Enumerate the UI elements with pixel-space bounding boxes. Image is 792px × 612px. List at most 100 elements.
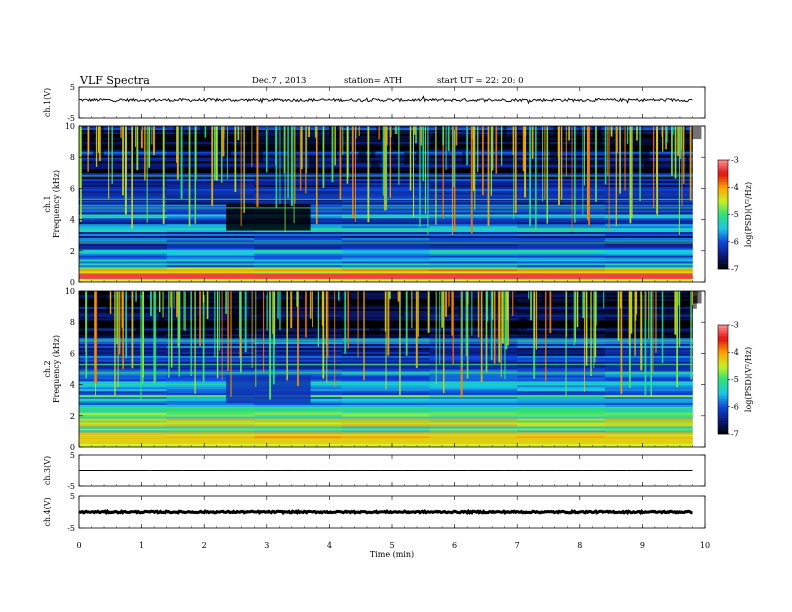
sferic-streak [256, 126, 259, 207]
colorbar-step [718, 198, 728, 202]
sferic-streak [184, 291, 186, 331]
spectrogram-band [604, 129, 693, 133]
spectrogram-band [79, 253, 167, 256]
spectrogram-band [604, 251, 693, 254]
spectrogram-band [517, 430, 606, 433]
spectrogram-band [517, 257, 606, 260]
colorbar-step [718, 431, 728, 435]
spectrogram-band [429, 375, 518, 378]
spectrogram-band [429, 424, 518, 427]
sferic-streak [109, 291, 112, 314]
sferic-streak [558, 126, 560, 206]
sferic-streak [140, 291, 142, 400]
sferic-streak [583, 291, 585, 392]
sferic-streak [162, 291, 164, 318]
spectrogram-band [429, 400, 518, 403]
spectrogram-band [341, 432, 430, 435]
spectrogram-band [341, 424, 430, 427]
spectrogram-band [604, 222, 693, 225]
spectrogram-band [429, 251, 518, 254]
spectrogram-band [166, 214, 255, 217]
sferic-streak [427, 291, 430, 333]
sferic-streak [322, 126, 325, 188]
spectrogram-band [604, 369, 693, 372]
spectrogram-band [79, 432, 167, 435]
spectrogram-band [79, 202, 167, 205]
sferic-streak [678, 126, 680, 235]
spectrogram-band [166, 167, 255, 170]
spectrogram-quiet [230, 306, 240, 320]
spectrogram-band [517, 379, 606, 382]
sferic-streak [665, 126, 667, 150]
spectrogram-band [429, 341, 518, 345]
sferic-streak [226, 126, 228, 180]
tonal-line [79, 175, 693, 177]
spectrogram-band [166, 245, 255, 248]
sferic-streak [399, 291, 401, 396]
spectrogram-band [429, 257, 518, 260]
spectrogram-band [79, 424, 167, 427]
sferic-streak [524, 126, 527, 198]
spectrogram-band [166, 147, 255, 150]
spectrogram-band [166, 424, 255, 427]
spectrogram-dark-block [226, 204, 311, 231]
spectrogram-band [166, 392, 255, 396]
colorbar-step [718, 211, 728, 215]
spectrogram-band [517, 320, 606, 323]
spectrogram-band [429, 373, 518, 376]
spectrogram-band [517, 200, 606, 203]
spectrogram-band [254, 265, 343, 268]
spectrogram-band [517, 392, 606, 396]
spectrogram-quiet [356, 291, 365, 304]
spectrogram-band [604, 225, 693, 229]
spectrogram-band [517, 359, 606, 362]
sferic-streak [616, 126, 618, 153]
sferic-streak [650, 291, 652, 395]
sferic-streak [116, 291, 118, 345]
spectrogram-band [79, 400, 167, 403]
spectrogram-band [341, 243, 430, 246]
spectrogram-band [166, 381, 255, 384]
spectrogram-band [166, 265, 255, 268]
spectrogram-band [166, 261, 255, 264]
spectrogram-band [517, 338, 606, 341]
colorbar-step [718, 417, 728, 421]
sferic-streak [347, 291, 350, 349]
sferic-streak [176, 291, 178, 318]
sferic-streak [244, 291, 247, 353]
sferic-streak [648, 291, 650, 339]
y-tick-label: 2 [70, 247, 75, 256]
spectrogram-band [341, 212, 430, 215]
spectrogram-band [517, 267, 606, 270]
spectrogram-band [79, 224, 167, 227]
tonal-line [79, 340, 693, 342]
spectrogram-band [429, 412, 518, 415]
spectrogram-band [254, 416, 343, 419]
sferic-streak [358, 126, 360, 137]
y-tick-label: 5 [70, 492, 75, 501]
colorbar-step [718, 406, 728, 410]
spectrogram-band [166, 434, 255, 437]
spectrogram-band [341, 404, 430, 407]
sferic-streak [427, 126, 429, 235]
spectrogram-band [166, 184, 255, 187]
spectrogram-band [166, 302, 255, 305]
y-tick-label: 5 [70, 451, 75, 460]
sferic-streak [417, 291, 419, 337]
spectrogram-band [429, 310, 518, 313]
sferic-streak [215, 126, 218, 181]
spectrogram-quiet [120, 126, 128, 139]
low-freq-band [79, 273, 693, 279]
spectrogram-band [166, 269, 255, 272]
spectrogram-band [166, 294, 255, 298]
sferic-streak [344, 291, 347, 354]
spectrogram-band [604, 432, 693, 435]
spectrogram-band [166, 306, 255, 309]
sferic-streak [290, 291, 293, 329]
spectrogram-band [79, 249, 167, 252]
spectrogram-band [166, 359, 255, 362]
spectrogram-band [166, 218, 255, 221]
spectrogram-band [166, 149, 255, 152]
spectrogram-band [604, 245, 693, 248]
sferic-streak [452, 291, 454, 365]
